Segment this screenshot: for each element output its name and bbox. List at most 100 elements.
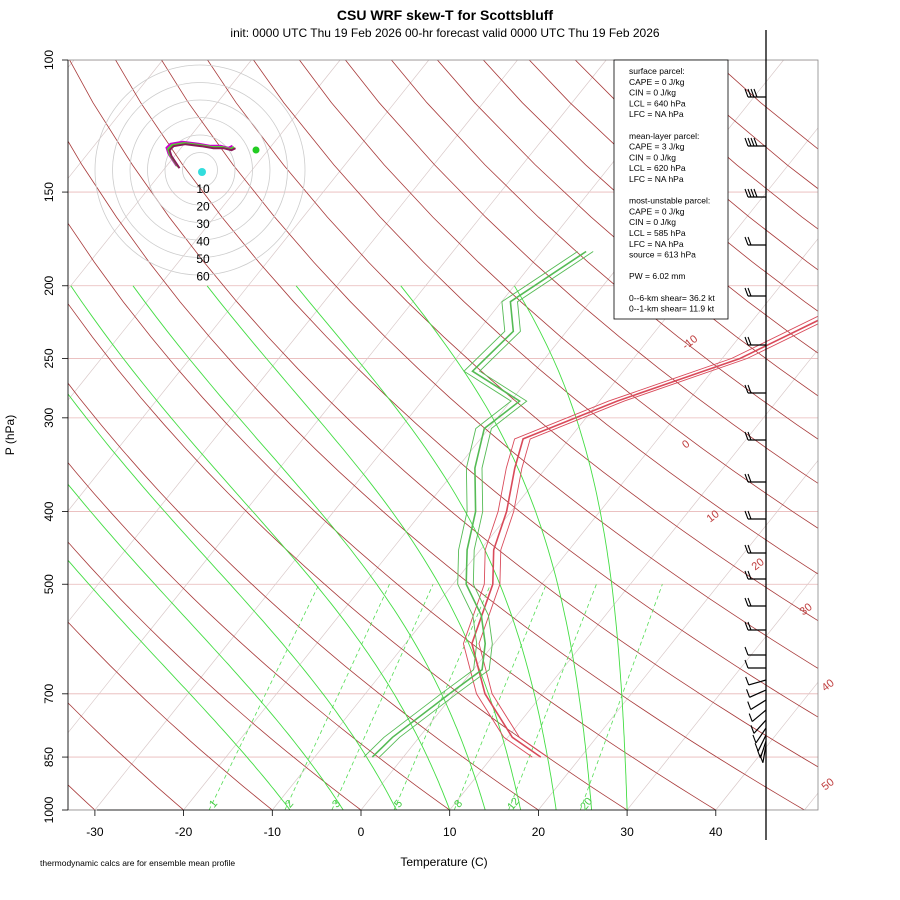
dry-adiabat [344, 60, 818, 484]
x-tick-label: -30 [86, 825, 104, 839]
dry-adiabat [69, 60, 818, 768]
barb-feather [744, 659, 749, 669]
hodograph-ring [164, 134, 236, 206]
dry-adiabat [436, 60, 818, 397]
barb-feather [744, 646, 749, 656]
isotherm-line [94, 60, 696, 810]
isotherm-label: 20 [750, 556, 767, 573]
y-tick-label: 150 [42, 182, 56, 202]
mixing-ratio-label: 2 [283, 798, 296, 810]
wind-barb [744, 431, 766, 441]
info-line: LCL = 620 hPa [629, 163, 686, 173]
moist-adiabat [68, 483, 344, 810]
info-line: most-unstable parcel: [629, 196, 710, 206]
info-line: LFC = NA hPa [629, 174, 684, 184]
x-tick-label: 20 [532, 825, 546, 839]
wind-barb [754, 734, 767, 752]
chart-title: CSU WRF skew-T for Scottsbluff [337, 7, 554, 23]
barb-feather [747, 473, 752, 483]
info-line: LCL = 585 hPa [629, 228, 686, 238]
barb-staff [750, 699, 767, 711]
barb-staff [757, 734, 767, 752]
wind-barb [744, 597, 766, 607]
barb-feather [744, 236, 749, 246]
hodograph-ring-label: 20 [196, 200, 210, 214]
barb-feather [747, 570, 752, 580]
temperature-trace [471, 319, 818, 758]
barb-feather [745, 676, 750, 686]
y-tick-label: 250 [42, 348, 56, 368]
barb-feather [750, 88, 755, 98]
hodograph-ring [182, 152, 218, 188]
barb-feather [744, 137, 749, 147]
hodograph-end-marker [252, 146, 260, 154]
moist-adiabat [68, 393, 397, 810]
plot-area [68, 60, 818, 810]
dry-adiabat [68, 222, 717, 810]
hodograph-ring-label: 40 [196, 235, 210, 249]
hodograph-ring [129, 99, 271, 241]
info-line: CIN = 0 J/kg [629, 217, 676, 227]
y-tick-label: 1000 [42, 796, 56, 823]
wind-barb [752, 727, 767, 744]
barb-staff [762, 744, 767, 763]
y-tick-label: 100 [42, 50, 56, 70]
mixing-ratio-line [393, 584, 492, 810]
footnote: thermodynamic calcs are for ensemble mea… [40, 858, 235, 868]
info-line: CIN = 0 J/kg [629, 88, 676, 98]
dry-adiabat [298, 60, 818, 529]
barb-feather [747, 336, 752, 346]
background-lines [68, 60, 818, 810]
x-tick-label: 10 [443, 825, 457, 839]
barb-feather [748, 713, 753, 722]
barb-feather [744, 336, 749, 346]
wind-barb [747, 699, 767, 711]
dry-adiabat [68, 541, 362, 810]
barb-feather [744, 510, 749, 520]
mixing-ratio-label: 1 [207, 798, 220, 810]
wind-barb [744, 384, 766, 394]
barb-feather [747, 287, 752, 297]
wind-barb [744, 570, 766, 580]
barb-staff [753, 719, 767, 734]
dry-adiabat [68, 303, 628, 810]
wind-barb [744, 137, 766, 147]
barb-staff [748, 679, 767, 686]
info-line: LCL = 640 hPa [629, 98, 686, 108]
barb-feather [746, 689, 751, 698]
barb-staff [751, 709, 767, 723]
barb-feather [744, 188, 749, 198]
barb-feather [744, 431, 749, 441]
dry-adiabat [207, 60, 818, 622]
info-line: CAPE = 0 J/kg [629, 206, 685, 216]
x-tick-label: 0 [358, 825, 365, 839]
sounding-profiles [363, 250, 818, 758]
dewpoint-trace [371, 250, 587, 758]
y-tick-label: 300 [42, 408, 56, 428]
wind-barb [756, 740, 767, 759]
info-line: LFC = NA hPa [629, 239, 684, 249]
dry-adiabat [68, 462, 451, 810]
info-line: CAPE = 0 J/kg [629, 77, 685, 87]
moist-adiabat [70, 285, 451, 810]
hodograph-ring-label: 30 [196, 217, 210, 231]
moist-adiabat [295, 285, 557, 810]
wind-barb [744, 188, 766, 198]
wind-barb [744, 287, 766, 297]
temperature-trace [478, 323, 818, 758]
info-line: LFC = NA hPa [629, 109, 684, 119]
isotherm-line [68, 60, 252, 290]
mixing-ratio-line [453, 584, 547, 810]
barb-feather [747, 88, 752, 98]
isotherm-line [68, 60, 518, 623]
isotherm-line [68, 60, 430, 512]
barb-feather [744, 570, 749, 580]
barb-feather [752, 734, 757, 744]
hodograph-ring-label: 60 [196, 270, 210, 284]
wind-barb [745, 676, 767, 686]
dry-adiabat [253, 60, 818, 575]
isotherm-line [626, 570, 818, 810]
wind-barb [759, 744, 767, 763]
